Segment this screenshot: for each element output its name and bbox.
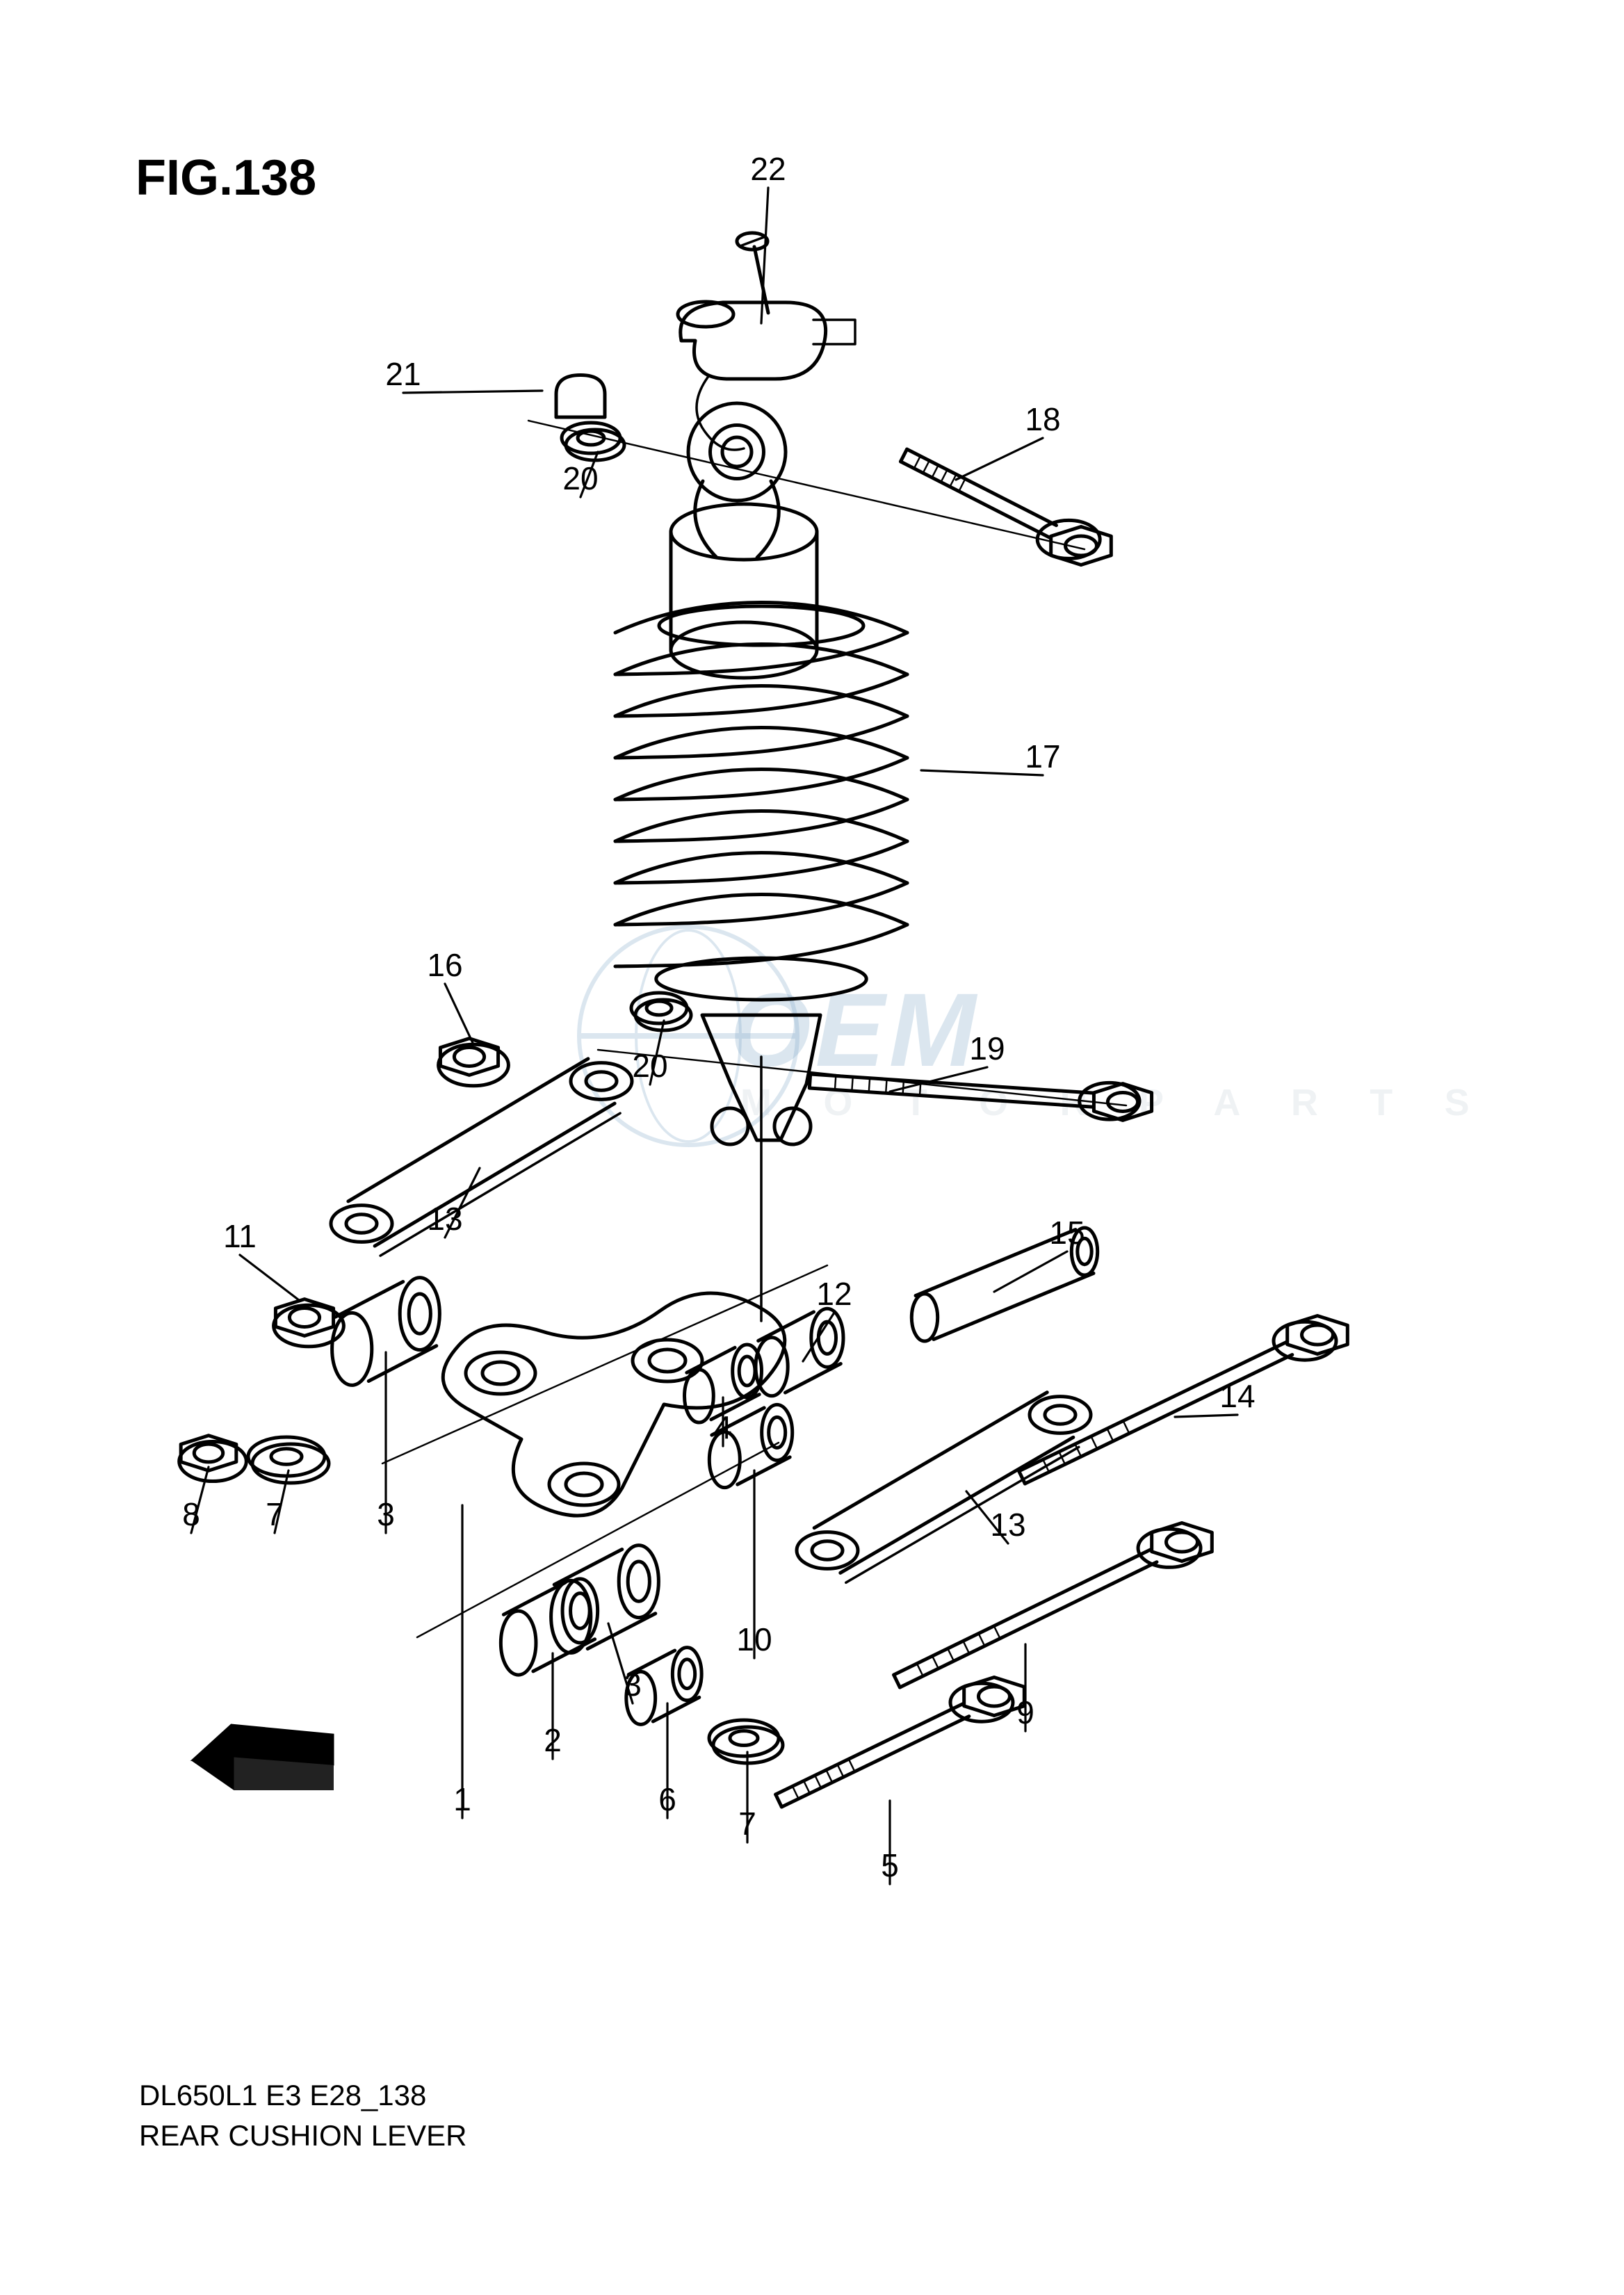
callout-5: 5 bbox=[869, 1847, 911, 1884]
callout-9: 9 bbox=[1005, 1694, 1046, 1731]
callout-21: 21 bbox=[382, 355, 424, 393]
callout-3-right: 3 bbox=[612, 1666, 653, 1703]
callout-1: 1 bbox=[441, 1781, 483, 1818]
callout-4: 4 bbox=[702, 1409, 744, 1446]
callout-7-right: 7 bbox=[726, 1805, 768, 1842]
callout-6: 6 bbox=[647, 1781, 688, 1818]
callout-12: 12 bbox=[813, 1275, 855, 1313]
lineart-group bbox=[179, 233, 1348, 1807]
callout-18: 18 bbox=[1022, 400, 1064, 438]
callout-15: 15 bbox=[1046, 1214, 1088, 1251]
callout-16: 16 bbox=[424, 946, 466, 984]
callout-3-left: 3 bbox=[365, 1495, 407, 1533]
callout-7-left: 7 bbox=[254, 1495, 295, 1533]
callout-11: 11 bbox=[219, 1217, 261, 1255]
fwd-badge-icon: FWD bbox=[0, 1682, 334, 1790]
callout-13-right: 13 bbox=[987, 1506, 1029, 1543]
callout-19: 19 bbox=[966, 1030, 1008, 1067]
exploded-diagram: FWD bbox=[0, 0, 1624, 2295]
callout-14: 14 bbox=[1217, 1377, 1258, 1415]
callout-20-upper: 20 bbox=[560, 460, 601, 497]
callout-10: 10 bbox=[733, 1621, 775, 1658]
callout-2: 2 bbox=[532, 1721, 574, 1759]
callout-8: 8 bbox=[170, 1495, 212, 1533]
callout-22: 22 bbox=[747, 150, 789, 188]
callout-20-lower: 20 bbox=[629, 1047, 671, 1085]
callout-17: 17 bbox=[1022, 738, 1064, 775]
callout-13-left: 13 bbox=[424, 1200, 466, 1238]
